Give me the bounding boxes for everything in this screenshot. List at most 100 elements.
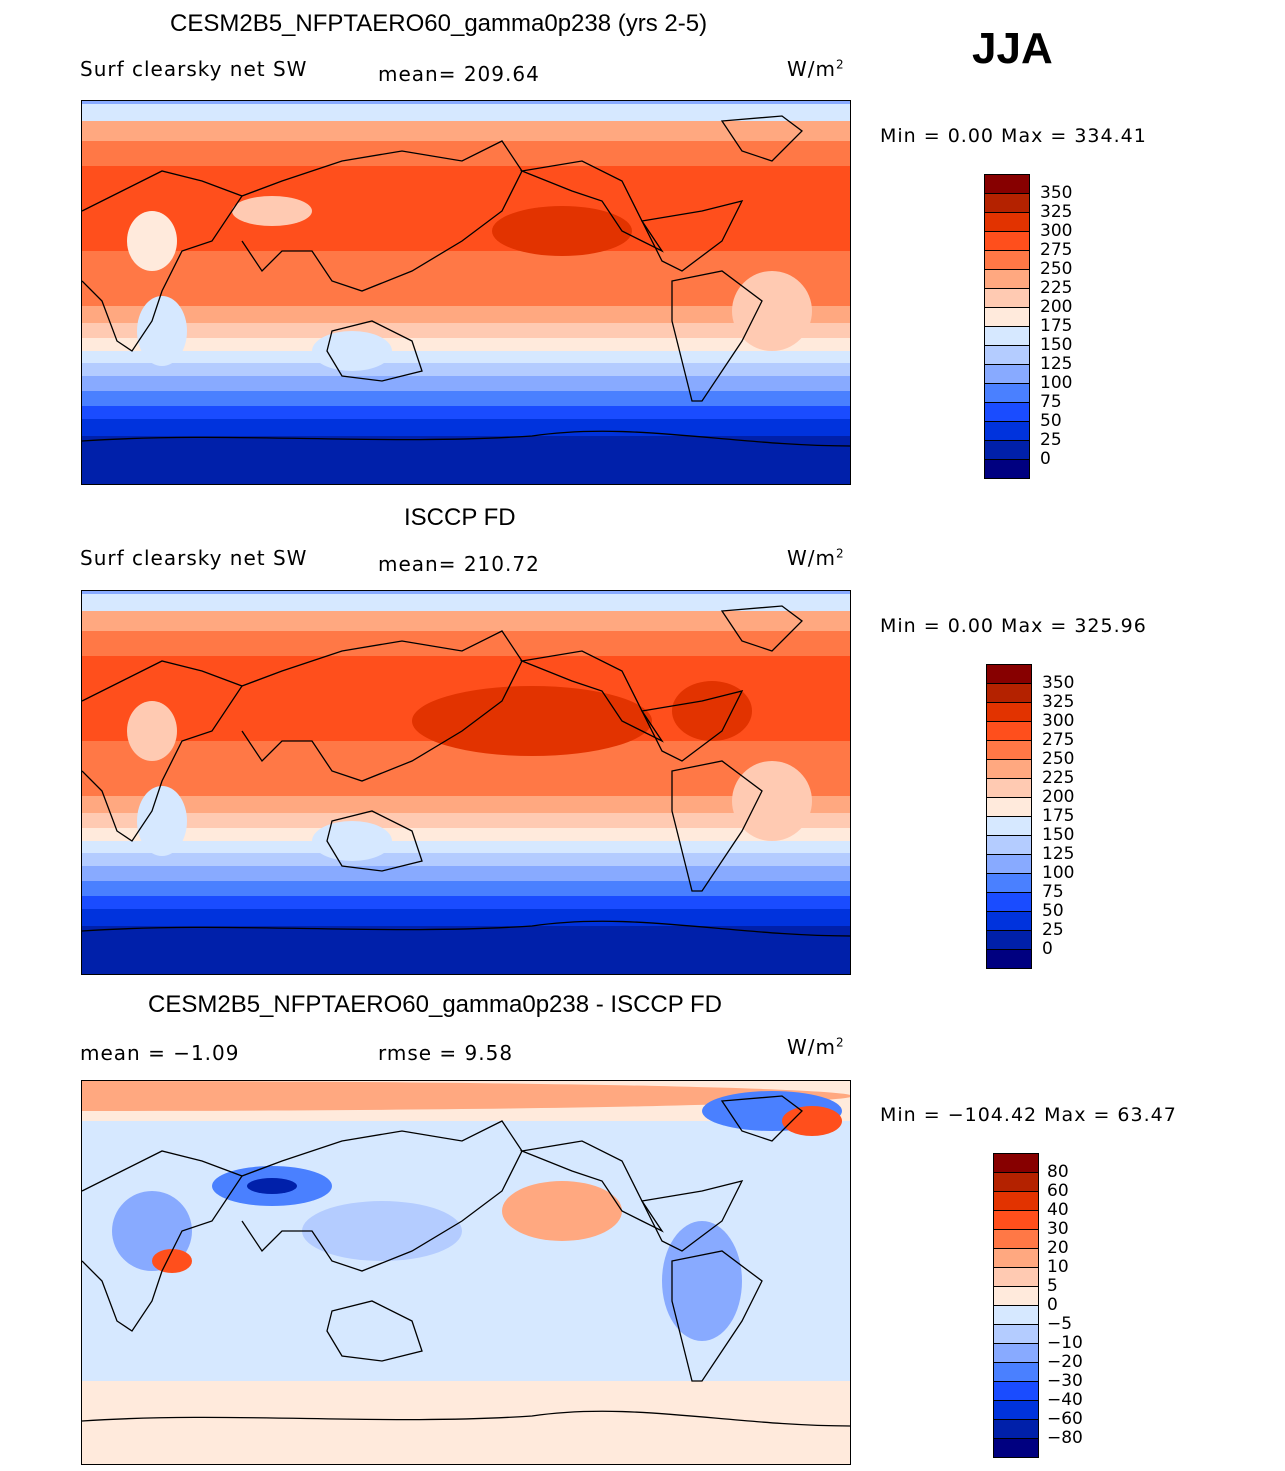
contour-band (82, 853, 850, 866)
colorbar-tick-label: −80 (1047, 1428, 1083, 1448)
contour-region (492, 206, 632, 256)
panel3-units: W/m2 (787, 1035, 845, 1059)
panel2-colorbar (986, 664, 1032, 969)
colorbar-swatch (994, 1325, 1038, 1344)
coastline (641, 200, 744, 272)
contour-region (247, 1178, 297, 1194)
map-canvas (82, 1081, 850, 1464)
colorbar-tick-label: 325 (1042, 692, 1075, 712)
colorbar-swatch (987, 779, 1031, 798)
colorbar-swatch (987, 893, 1031, 912)
contour-region (152, 1249, 192, 1273)
colorbar-tick-label: 275 (1040, 240, 1073, 260)
contour-band (82, 896, 850, 909)
coastline (720, 1095, 803, 1142)
colorbar-tick-label: −20 (1047, 1352, 1083, 1372)
colorbar-tick-label: 250 (1042, 749, 1075, 769)
coastline (641, 1180, 744, 1252)
coastline (720, 115, 803, 162)
colorbar-tick-label: 75 (1042, 882, 1064, 902)
colorbar-tick-label: 25 (1040, 430, 1062, 450)
coastline (82, 1410, 850, 1427)
colorbar-swatch (985, 175, 1029, 194)
contour-region (412, 686, 652, 756)
colorbar-swatch (985, 403, 1029, 422)
colorbar-swatch (994, 1173, 1038, 1192)
contour-band (82, 376, 850, 391)
panel2-units: W/m2 (787, 546, 845, 570)
panel1-units: W/m2 (787, 57, 845, 81)
colorbar-swatch (987, 874, 1031, 893)
colorbar-swatch (985, 213, 1029, 232)
contour-region (502, 1181, 622, 1241)
coastline (82, 1150, 243, 1332)
contour-region (137, 786, 187, 856)
colorbar-tick-label: 5 (1047, 1276, 1058, 1296)
coastline (671, 760, 763, 892)
contour-region (82, 1271, 172, 1351)
colorbar-tick-label: 40 (1047, 1200, 1069, 1220)
colorbar-swatch (994, 1401, 1038, 1420)
colorbar-swatch (994, 1420, 1038, 1439)
contour-region (662, 1221, 742, 1341)
colorbar-tick-label: −30 (1047, 1371, 1083, 1391)
contour-band (82, 363, 850, 376)
contour-band (82, 323, 850, 338)
colorbar-tick-label: 150 (1040, 335, 1073, 355)
contour-band (82, 286, 850, 306)
colorbar-swatch (994, 1439, 1038, 1457)
contour-band (82, 121, 850, 141)
colorbar-swatch (994, 1363, 1038, 1382)
colorbar-tick-label: 325 (1040, 202, 1073, 222)
coastline (326, 1300, 423, 1362)
panel1-map (81, 100, 851, 485)
colorbar-tick-label: 50 (1042, 901, 1064, 921)
contour-band (82, 828, 850, 841)
contour-region (137, 296, 187, 366)
coastline (671, 1250, 763, 1382)
colorbar-swatch (994, 1306, 1038, 1325)
contour-band (82, 391, 850, 406)
contour-band (82, 166, 850, 221)
panel3-mean: mean = −1.09 (80, 1041, 240, 1065)
coastline (241, 140, 523, 292)
contour-band (82, 776, 850, 796)
contour-region (232, 196, 312, 226)
panel2-title: ISCCP FD (404, 504, 516, 531)
colorbar-tick-label: 75 (1040, 392, 1062, 412)
colorbar-swatch (987, 798, 1031, 817)
colorbar-swatch (985, 289, 1029, 308)
coastline (82, 660, 243, 842)
contour-band (82, 881, 850, 896)
colorbar-swatch (994, 1287, 1038, 1306)
colorbar-swatch (985, 384, 1029, 403)
contour-band (82, 221, 850, 251)
panel3-map (81, 1080, 851, 1465)
colorbar-swatch (985, 270, 1029, 289)
colorbar-tick-label: 0 (1047, 1295, 1058, 1315)
contour-region (782, 1106, 842, 1136)
panel3-title: CESM2B5_NFPTAERO60_gamma0p238 - ISCCP FD (148, 991, 722, 1018)
coastline (641, 690, 744, 762)
contour-band (82, 841, 850, 853)
colorbar-swatch (985, 232, 1029, 251)
colorbar-tick-label: 50 (1040, 411, 1062, 431)
contour-band (82, 866, 850, 881)
colorbar-tick-label: 80 (1047, 1162, 1069, 1182)
contour-region (127, 701, 177, 761)
panel1-title: CESM2B5_NFPTAERO60_gamma0p238 (yrs 2-5) (170, 10, 708, 37)
colorbar-tick-label: 225 (1040, 278, 1073, 298)
contour-region (312, 821, 392, 861)
colorbar-swatch (994, 1230, 1038, 1249)
panel1-colorbar (984, 174, 1030, 479)
contour-band (82, 1381, 850, 1464)
colorbar-tick-label: 125 (1040, 354, 1073, 374)
coastline (82, 170, 243, 352)
colorbar-tick-label: 300 (1042, 711, 1075, 731)
map-canvas (82, 101, 850, 484)
colorbar-swatch (987, 950, 1031, 968)
coastline (720, 605, 803, 652)
contour-band (82, 338, 850, 351)
colorbar-swatch (985, 308, 1029, 327)
